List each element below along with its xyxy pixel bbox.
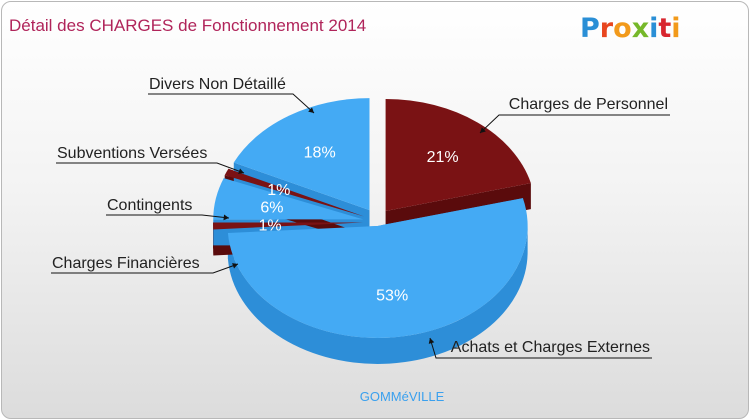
pie-slice-achats-et-charges-externes: [227, 198, 528, 338]
label-charges-financieres: Charges Financières: [52, 255, 200, 272]
pie-slice-contingents: [213, 178, 364, 220]
pie-leader-lines: [51, 93, 670, 359]
proxiti-logo: Proxiti: [580, 13, 681, 44]
logo-letter: t: [658, 13, 671, 44]
leader-arrow-charges-de-personnel: [480, 127, 486, 133]
pie-slice-charges-de-personnel: [385, 98, 531, 211]
pie-slice-charges-financieres: [213, 222, 364, 230]
pie-slice-subventions-versees: [224, 168, 365, 217]
leader-charges-financieres: [51, 263, 239, 274]
pie-labels: Charges de Personnel Achats et Charges Ex…: [52, 76, 668, 356]
logo-letter: i: [649, 13, 658, 44]
leader-arrow-contingents: [223, 214, 229, 221]
label-divers-non-detaille: Divers Non Détaillé: [149, 76, 286, 93]
pct-label-contingents: 6%: [260, 199, 283, 216]
label-subventions-versees: Subventions Versées: [57, 145, 207, 162]
leader-achats-et-charges-externes: [429, 337, 652, 359]
pct-label-charges-de-personnel: 21%: [427, 149, 459, 166]
leader-arrow-achats-et-charges-externes: [428, 338, 435, 344]
pie-side-achats-et-charges-externes: [227, 225, 528, 364]
logo-letter: o: [613, 13, 632, 44]
leader-divers-non-detaille: [148, 93, 315, 114]
label-achats-et-charges-externes: Achats et Charges Externes: [451, 339, 650, 356]
leader-arrow-divers-non-detaille: [308, 107, 314, 113]
logo-letter: P: [580, 13, 600, 44]
leader-subventions-versees: [56, 162, 245, 174]
leader-contingents: [106, 214, 230, 219]
label-charges-de-personnel: Charges de Personnel: [509, 96, 668, 113]
pie-slice-divers-non-detaille: [233, 98, 370, 211]
pct-label-divers-non-detaille: 18%: [304, 145, 336, 162]
leader-charges-de-personnel: [479, 114, 670, 134]
leader-arrow-charges-financieres: [232, 263, 238, 269]
chart-title: Détail des CHARGES de Fonctionnement 201…: [9, 16, 366, 35]
pie-percent-labels: 21%53%1%6%1%18%: [258, 145, 458, 305]
label-contingents: Contingents: [107, 197, 192, 214]
pct-label-charges-financieres: 1%: [258, 218, 281, 235]
pie-tops: [213, 98, 531, 338]
logo-letter: r: [600, 13, 614, 44]
pct-label-achats-et-charges-externes: 53%: [376, 288, 408, 305]
leader-arrow-subventions-versees: [238, 168, 244, 174]
town-name: GOMMéVILLE: [360, 389, 445, 404]
pct-label-subventions-versees: 1%: [267, 182, 290, 199]
logo-letter: i: [671, 13, 680, 44]
logo-letter: x: [632, 13, 649, 44]
